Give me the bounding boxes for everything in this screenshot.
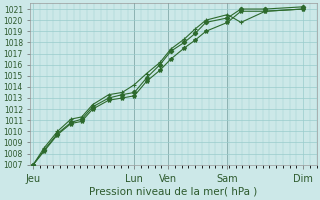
X-axis label: Pression niveau de la mer( hPa ): Pression niveau de la mer( hPa ) (89, 187, 258, 197)
